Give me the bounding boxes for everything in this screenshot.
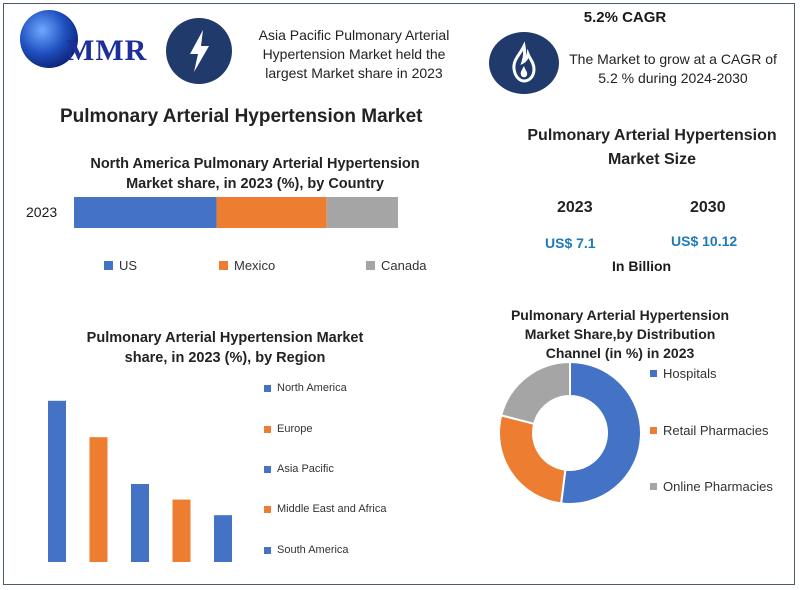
- market-size-title: Pulmonary Arterial Hypertension Market S…: [518, 124, 786, 172]
- market-size-title-line-1: Pulmonary Arterial Hypertension: [527, 127, 777, 144]
- stacked-bar-chart: [74, 197, 398, 228]
- lightning-icon: [166, 18, 232, 84]
- info-left-line-2: Hypertension Market held the: [262, 46, 446, 62]
- legend-mexico: Mexico: [219, 258, 275, 273]
- legend-us: US: [104, 258, 137, 273]
- region-bar-middle-east-and-africa: [172, 499, 191, 562]
- country-chart-title-line-2: Market share, in 2023 (%), by Country: [126, 176, 384, 192]
- donut-legend-swatch: [650, 483, 657, 490]
- region-legend-swatch: [264, 425, 271, 433]
- legend-canada-swatch: [366, 261, 375, 270]
- page-title: Pulmonary Arterial Hypertension Market: [60, 106, 423, 127]
- legend-canada-label: Canada: [381, 258, 427, 273]
- stacked-category-label: 2023: [26, 204, 58, 220]
- stacked-bar-canada: [326, 197, 398, 228]
- year-2030: 2030: [690, 199, 726, 216]
- region-legend-europe: Europe: [264, 423, 312, 435]
- donut-legend-label: Retail Pharmacies: [663, 423, 769, 438]
- stacked-bar-us: [74, 197, 217, 228]
- info-right-line-2: 5.2 % during 2024-2030: [598, 70, 748, 86]
- year-2023: 2023: [557, 199, 593, 216]
- donut-legend-label: Online Pharmacies: [663, 479, 773, 494]
- legend-us-swatch: [104, 261, 113, 270]
- region-legend-swatch: [264, 384, 271, 392]
- country-chart-title-line-1: North America Pulmonary Arterial Hyperte…: [90, 156, 420, 172]
- globe-logo-icon: [20, 10, 78, 68]
- legend-canada: Canada: [366, 258, 427, 273]
- region-legend-south-america: South America: [264, 544, 349, 556]
- region-legend-north-america: North America: [264, 382, 347, 394]
- info-left-line-3: largest Market share in 2023: [265, 65, 443, 81]
- distribution-chart-title-line-3: Channel (in %) in 2023: [545, 345, 695, 361]
- region-legend-swatch: [264, 465, 271, 473]
- region-bar-south-america: [214, 515, 232, 562]
- unit-label: In Billion: [612, 258, 672, 274]
- region-legend-swatch: [264, 546, 271, 554]
- donut-legend-online-pharmacies: Online Pharmacies: [650, 479, 773, 494]
- region-bar-europe: [89, 437, 108, 562]
- value-2023: US$ 7.1: [545, 235, 596, 251]
- donut-legend-retail-pharmacies: Retail Pharmacies: [650, 423, 769, 438]
- region-legend-asia-pacific: Asia Pacific: [264, 463, 334, 475]
- info-right-line-1: The Market to grow at a CAGR of: [569, 51, 777, 67]
- region-legend-label: South America: [277, 544, 349, 556]
- region-legend-label: North America: [277, 382, 347, 394]
- donut-legend-hospitals: Hospitals: [650, 366, 716, 381]
- legend-mexico-label: Mexico: [234, 258, 276, 273]
- distribution-chart-title: Pulmonary Arterial Hypertension Market S…: [490, 306, 750, 363]
- distribution-chart-title-line-1: Pulmonary Arterial Hypertension: [510, 307, 730, 323]
- region-legend-swatch: [264, 505, 271, 513]
- donut-slice-retail-pharmacies: [498, 414, 567, 505]
- value-2030: US$ 10.12: [671, 233, 738, 249]
- legend-us-label: US: [119, 258, 138, 273]
- donut-legend-swatch: [650, 370, 657, 377]
- region-bar-chart: [48, 400, 232, 562]
- region-chart-title-line-2: share, in 2023 (%), by Region: [124, 350, 326, 366]
- region-legend-label: Middle East and Africa: [277, 503, 387, 515]
- logo-text: MMR: [66, 34, 148, 67]
- region-chart-title-line-1: Pulmonary Arterial Hypertension Market: [86, 330, 364, 346]
- distribution-donut-chart: [498, 360, 642, 505]
- region-bar-asia-pacific: [131, 484, 149, 562]
- stacked-bar-mexico: [216, 197, 327, 228]
- region-legend-middle-east-and-africa: Middle East and Africa: [264, 503, 386, 515]
- donut-slice-online-pharmacies: [500, 360, 571, 426]
- donut-legend-swatch: [650, 427, 657, 434]
- info-right-text: The Market to grow at a CAGR of 5.2 % du…: [560, 50, 786, 88]
- country-chart-title: North America Pulmonary Arterial Hyperte…: [70, 154, 440, 194]
- region-legend-label: Europe: [277, 423, 313, 435]
- market-size-title-line-2: Market Size: [607, 151, 697, 168]
- legend-mexico-swatch: [219, 261, 228, 270]
- info-left-text: Asia Pacific Pulmonary Arterial Hyperten…: [246, 26, 462, 83]
- info-left-line-1: Asia Pacific Pulmonary Arterial: [258, 27, 450, 43]
- donut-legend-label: Hospitals: [663, 366, 717, 381]
- donut-slice-hospitals: [559, 360, 642, 505]
- infographic-frame: [3, 3, 795, 585]
- distribution-chart-title-line-2: Market Share,by Distribution: [524, 326, 716, 342]
- cagr-title: 5.2% CAGR: [583, 9, 667, 26]
- region-bar-north-america: [48, 400, 66, 562]
- region-legend-label: Asia Pacific: [277, 463, 334, 475]
- region-chart-title: Pulmonary Arterial Hypertension Market s…: [60, 328, 390, 368]
- flame-icon: [489, 32, 559, 94]
